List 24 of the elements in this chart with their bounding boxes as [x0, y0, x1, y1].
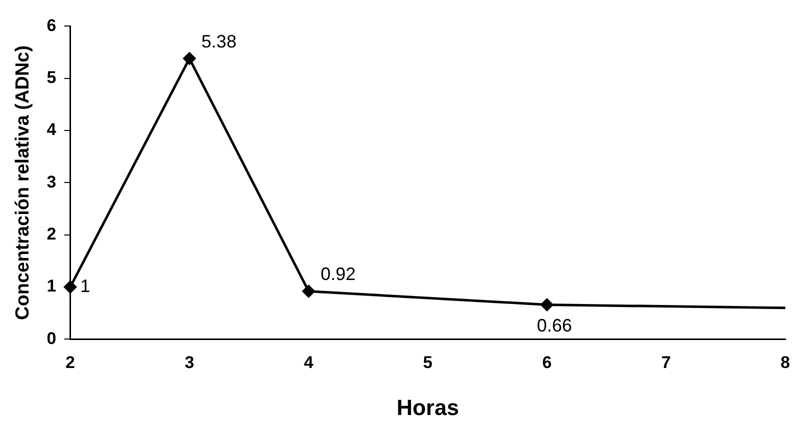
- data-label: 1: [80, 276, 90, 296]
- point: [183, 52, 196, 65]
- x-tick-label: 6: [542, 353, 552, 372]
- x-tick-label: 7: [661, 353, 671, 372]
- y-tick-label: 6: [46, 16, 56, 35]
- x-tick-label: 3: [184, 353, 194, 372]
- y-tick-label: 3: [46, 172, 56, 192]
- y-axis-title: Concentración relativa (ADNc): [12, 45, 34, 320]
- x-tick-label: 5: [423, 353, 432, 372]
- y-tick-label: 4: [46, 120, 57, 140]
- y-tick-label: 0: [46, 328, 56, 348]
- x-tick-label: 4: [304, 353, 314, 372]
- y-tick-label: 2: [46, 224, 56, 244]
- data-label: 0.92: [320, 264, 356, 284]
- x-axis-title: Horas: [396, 394, 459, 420]
- point: [302, 284, 315, 298]
- data-label: 0.66: [536, 316, 572, 336]
- y-tick-label: 1: [46, 276, 56, 296]
- point: [540, 298, 554, 312]
- x-tick-label: 8: [780, 353, 790, 372]
- y-tick-label: 5: [46, 68, 56, 88]
- x-tick-label: 2: [66, 353, 75, 372]
- data-label: 5.38: [201, 32, 236, 52]
- point: [64, 280, 77, 294]
